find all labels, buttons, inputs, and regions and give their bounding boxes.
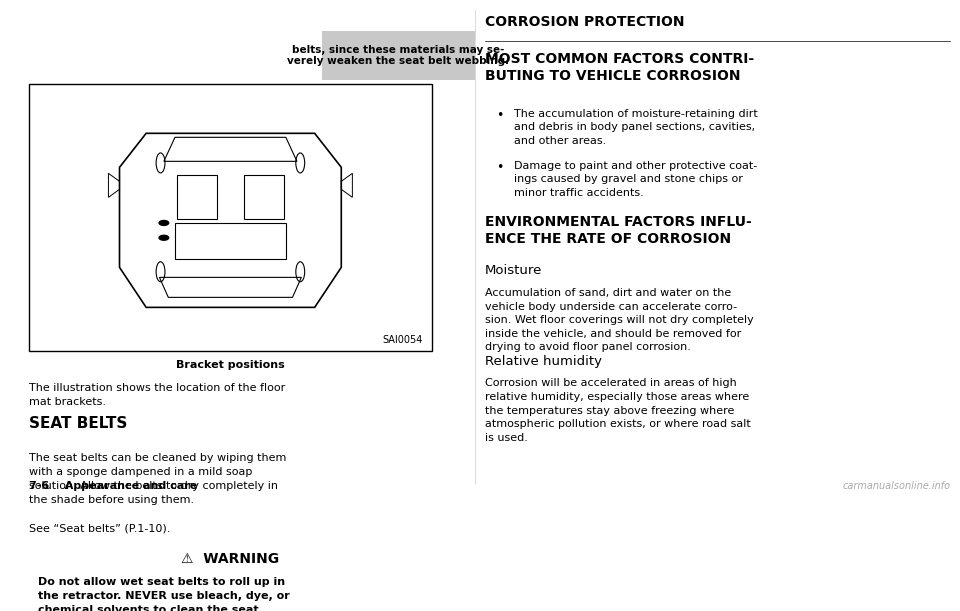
Text: The illustration shows the location of the floor
mat brackets.: The illustration shows the location of t… — [29, 383, 285, 407]
Text: The seat belts can be cleaned by wiping them
with a sponge dampened in a mild so: The seat belts can be cleaned by wiping … — [29, 453, 286, 505]
Text: 7-6    Appearance and care: 7-6 Appearance and care — [29, 481, 197, 491]
Text: Relative humidity: Relative humidity — [485, 354, 602, 368]
Text: The accumulation of moisture-retaining dirt
and debris in body panel sections, c: The accumulation of moisture-retaining d… — [514, 109, 757, 146]
Circle shape — [159, 221, 169, 225]
Text: ENVIRONMENTAL FACTORS INFLU-
ENCE THE RATE OF CORROSION: ENVIRONMENTAL FACTORS INFLU- ENCE THE RA… — [485, 215, 752, 246]
Text: ⚠  WARNING: ⚠ WARNING — [181, 552, 279, 566]
FancyBboxPatch shape — [29, 573, 432, 611]
Text: Do not allow wet seat belts to roll up in
the retractor. NEVER use bleach, dye, : Do not allow wet seat belts to roll up i… — [38, 577, 290, 611]
Text: CORROSION PROTECTION: CORROSION PROTECTION — [485, 15, 684, 29]
FancyBboxPatch shape — [244, 175, 283, 219]
Text: •: • — [496, 109, 504, 122]
Text: See “Seat belts” (P.1-10).: See “Seat belts” (P.1-10). — [29, 524, 170, 533]
Text: Accumulation of sand, dirt and water on the
vehicle body underside can accelerat: Accumulation of sand, dirt and water on … — [485, 288, 754, 353]
Text: •: • — [496, 161, 504, 174]
FancyBboxPatch shape — [178, 175, 217, 219]
FancyBboxPatch shape — [322, 31, 475, 80]
FancyBboxPatch shape — [29, 84, 432, 351]
Text: Bracket positions: Bracket positions — [176, 360, 285, 370]
Circle shape — [159, 235, 169, 240]
FancyBboxPatch shape — [175, 224, 286, 259]
Text: MOST COMMON FACTORS CONTRI-
BUTING TO VEHICLE CORROSION: MOST COMMON FACTORS CONTRI- BUTING TO VE… — [485, 52, 754, 83]
Text: belts, since these materials may se-
verely weaken the seat belt webbing.: belts, since these materials may se- ver… — [287, 45, 510, 66]
Text: SEAT BELTS: SEAT BELTS — [29, 416, 127, 431]
Text: Corrosion will be accelerated in areas of high
relative humidity, especially tho: Corrosion will be accelerated in areas o… — [485, 378, 751, 443]
Text: carmanualsonline.info: carmanualsonline.info — [842, 481, 950, 491]
Text: SAI0054: SAI0054 — [382, 335, 422, 345]
FancyBboxPatch shape — [29, 546, 432, 573]
Text: Moisture: Moisture — [485, 265, 542, 277]
Text: Damage to paint and other protective coat-
ings caused by gravel and stone chips: Damage to paint and other protective coa… — [514, 161, 756, 198]
